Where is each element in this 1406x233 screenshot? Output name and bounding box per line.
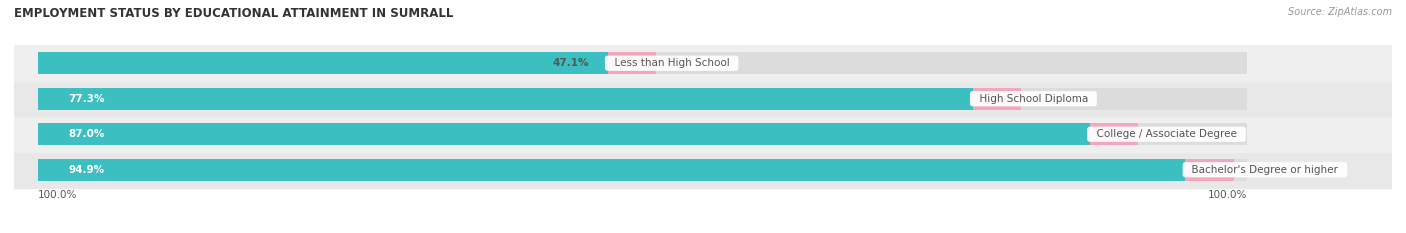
Bar <box>38 88 1247 110</box>
Bar <box>1185 159 1233 181</box>
Text: 0.0%: 0.0% <box>1246 165 1272 175</box>
Bar <box>38 88 973 110</box>
Text: 0.0%: 0.0% <box>1033 94 1059 104</box>
Bar <box>14 152 1392 188</box>
Text: EMPLOYMENT STATUS BY EDUCATIONAL ATTAINMENT IN SUMRALL: EMPLOYMENT STATUS BY EDUCATIONAL ATTAINM… <box>14 7 453 20</box>
Text: 47.1%: 47.1% <box>553 58 589 68</box>
Bar <box>1090 123 1137 145</box>
Bar <box>14 116 1392 152</box>
Text: 0.0%: 0.0% <box>1150 129 1177 139</box>
Text: Less than High School: Less than High School <box>607 58 735 68</box>
Bar <box>607 52 655 74</box>
Text: College / Associate Degree: College / Associate Degree <box>1090 129 1243 139</box>
Bar <box>14 81 1392 116</box>
Text: 100.0%: 100.0% <box>38 190 77 200</box>
Bar <box>38 123 1247 145</box>
Text: 100.0%: 100.0% <box>1208 190 1247 200</box>
Bar <box>38 52 607 74</box>
Text: 77.3%: 77.3% <box>69 94 105 104</box>
Text: 87.0%: 87.0% <box>69 129 105 139</box>
Text: High School Diploma: High School Diploma <box>973 94 1094 104</box>
Text: 0.0%: 0.0% <box>668 58 695 68</box>
Bar <box>973 88 1021 110</box>
Bar <box>38 123 1090 145</box>
Bar <box>38 159 1185 181</box>
Text: Bachelor's Degree or higher: Bachelor's Degree or higher <box>1185 165 1344 175</box>
Bar <box>38 52 1247 74</box>
Text: Source: ZipAtlas.com: Source: ZipAtlas.com <box>1288 7 1392 17</box>
Text: 94.9%: 94.9% <box>69 165 104 175</box>
Bar <box>14 45 1392 81</box>
Bar <box>38 159 1247 181</box>
